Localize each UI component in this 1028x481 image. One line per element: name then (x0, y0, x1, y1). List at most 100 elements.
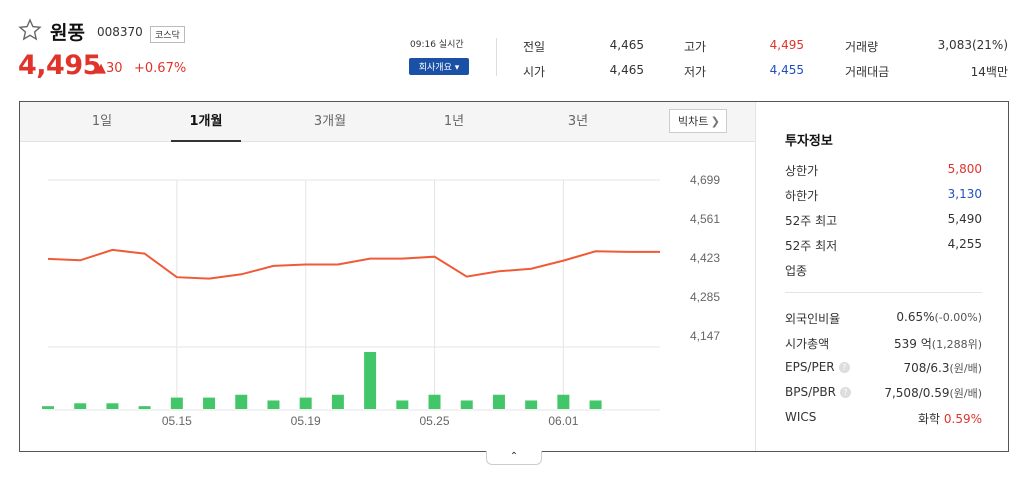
help-icon[interactable]: ? (839, 387, 851, 398)
bps-pbr-value: 7,508/0.59 (884, 386, 950, 400)
foreign-ratio-row: 외국인비율 0.65%(-0.00%) (785, 310, 982, 326)
favorite-star-icon[interactable] (18, 18, 42, 42)
open-value: 4,465 (609, 63, 644, 77)
price-chart: 4,699 4,561 4,423 4,285 4,147 05.15 05.19 05.25… (42, 173, 720, 428)
volume-bar (331, 394, 344, 409)
wics-label: WICS (785, 410, 817, 424)
volume-bar (589, 400, 602, 409)
bps-pbr-row: BPS/PBR? 7,508/0.59(원/배) (785, 385, 982, 401)
market-badge: 코스닥 (150, 26, 185, 43)
collapse-button[interactable]: ⌃ (486, 451, 542, 465)
trade-amount-value: 14백만 (970, 65, 1008, 79)
info-row: 상한가 5,800 (785, 162, 982, 178)
price-change-percent: +0.67% (134, 61, 187, 76)
x-tick-label: 05.19 (291, 414, 321, 428)
divider (755, 102, 756, 451)
volume-bar (267, 400, 280, 409)
tab-1-day[interactable]: 1일 (91, 114, 113, 129)
stock-name: 원풍 (50, 22, 85, 44)
volume-value: 3,083(21%) (937, 38, 1008, 52)
bps-pbr-unit: (원/배) (949, 387, 982, 400)
volume-bar (428, 394, 441, 409)
volume-bar (74, 403, 87, 409)
x-tick-label: 05.25 (420, 414, 450, 428)
y-tick-label: 4,423 (690, 251, 720, 265)
info-row: 업종 (785, 262, 982, 278)
y-tick-label: 4,147 (690, 329, 720, 343)
period-tabs: 1일 1개월 3개월 1년 3년 (20, 102, 755, 142)
low-label: 저가 (684, 65, 707, 79)
info-row-label: 52주 최고 (785, 214, 838, 228)
info-row-value: 5,800 (947, 162, 982, 176)
price-line (47, 248, 660, 280)
volume-bar (170, 397, 183, 409)
market-cap-row: 시가총액 539 억(1,288위) (785, 335, 982, 351)
y-tick-label: 4,699 (690, 173, 720, 187)
info-row-value: 5,490 (947, 212, 982, 226)
tab-3-month[interactable]: 3개월 (313, 114, 347, 129)
wics-sector-change: 0.59% (943, 412, 982, 426)
volume-bar (106, 403, 119, 409)
eps-per-row: EPS/PER? 708/6.3(원/배) (785, 360, 982, 376)
foreign-ratio-change: (-0.00%) (934, 311, 983, 324)
investment-info-title: 투자정보 (785, 134, 833, 149)
foreign-ratio-value: 0.65% (896, 310, 935, 324)
prev-close-value: 4,465 (609, 38, 644, 52)
wics-sector[interactable]: 화학 (917, 412, 941, 426)
volume-bar (492, 394, 505, 409)
realtime-timestamp: 09:16 실시간 (410, 40, 464, 50)
price-change: ▲30 (96, 61, 123, 76)
big-chart-button[interactable]: 빅차트 ❯ (669, 109, 727, 133)
volume-bar (396, 400, 409, 409)
volume-bar (42, 406, 54, 409)
active-tab-indicator (171, 140, 241, 142)
volume-bar (138, 406, 151, 409)
info-row-value: 3,130 (947, 187, 982, 201)
market-cap-value: 539 억 (894, 337, 932, 351)
volume-bar (203, 397, 216, 409)
info-row: 52주 최고 5,490 (785, 212, 982, 228)
high-value: 4,495 (769, 38, 804, 52)
eps-per-label: EPS/PER (785, 360, 835, 374)
info-row-label: 52주 최저 (785, 239, 838, 253)
tab-3-year[interactable]: 3년 (567, 114, 589, 129)
volume-bar (364, 352, 377, 409)
wics-row: WICS 화학 0.59% (785, 410, 982, 426)
volume-bar (460, 400, 473, 409)
info-row-value: 4,255 (947, 237, 982, 251)
low-value: 4,455 (769, 63, 804, 77)
prev-close-label: 전일 (523, 40, 546, 54)
company-overview-button[interactable]: 회사개요 ▾ (409, 58, 469, 75)
volume-bar (525, 400, 538, 409)
tab-1-month[interactable]: 1개월 (189, 114, 223, 129)
y-tick-label: 4,561 (690, 212, 720, 226)
info-row-label: 상한가 (785, 164, 819, 178)
market-cap-rank: (1,288위) (931, 338, 982, 351)
info-row-label: 업종 (785, 264, 808, 278)
volume-label: 거래량 (845, 40, 879, 54)
x-tick-label: 06.01 (548, 414, 578, 428)
big-chart-label: 빅차트 (678, 115, 709, 128)
volume-bar (557, 394, 570, 409)
info-row: 하한가 3,130 (785, 187, 982, 203)
foreign-ratio-label: 외국인비율 (785, 312, 841, 326)
trade-amount-label: 거래대금 (845, 65, 890, 79)
info-row: 52주 최저 4,255 (785, 237, 982, 253)
chevron-up-icon: ⌃ (509, 451, 519, 462)
info-row-label: 하한가 (785, 189, 819, 203)
eps-per-unit: (원/배) (949, 362, 982, 375)
volume-bar (235, 394, 248, 409)
x-tick-label: 05.15 (162, 414, 192, 428)
open-label: 시가 (523, 65, 546, 79)
volume-bar (299, 397, 312, 409)
chevron-right-icon: ❯ (710, 115, 720, 128)
y-tick-label: 4,285 (690, 290, 720, 304)
tab-1-year[interactable]: 1년 (443, 114, 465, 129)
bps-pbr-label: BPS/PBR (785, 385, 836, 399)
eps-per-value: 708/6.3 (903, 361, 950, 375)
high-label: 고가 (684, 40, 707, 54)
help-icon[interactable]: ? (838, 362, 850, 373)
current-price: 4,495 (18, 50, 101, 81)
stock-code: 008370 (97, 25, 143, 39)
divider (785, 292, 982, 293)
